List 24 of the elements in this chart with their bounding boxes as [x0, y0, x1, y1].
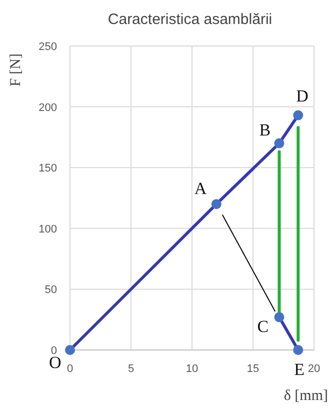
- annotation: D: [296, 86, 308, 106]
- x-tick-label: 20: [308, 363, 320, 375]
- x-tick-label: 15: [246, 363, 260, 375]
- annotation: A: [194, 179, 208, 198]
- x-axis-title: δ [mm]: [284, 388, 328, 404]
- x-tick-label: 0: [66, 363, 74, 375]
- annotation: E: [294, 360, 305, 379]
- annotation: C: [257, 317, 269, 336]
- y-tick-label: 150: [38, 162, 57, 175]
- y-tick-label: 50: [44, 284, 57, 296]
- y-tick-label: 100: [38, 223, 57, 236]
- x-tick-label: 5: [128, 363, 134, 375]
- point: [293, 345, 304, 355]
- x-tick-label: 10: [186, 363, 198, 375]
- y-axis-title: F [N]: [8, 54, 24, 86]
- annotation: B: [259, 120, 271, 140]
- chart-title: Caracteristica asamblării: [108, 11, 272, 28]
- point: [274, 138, 284, 148]
- point: [65, 345, 75, 355]
- y-tick-label: 250: [38, 41, 57, 53]
- point: [293, 110, 304, 120]
- point: [211, 199, 222, 210]
- y-tick-label: 200: [38, 102, 57, 114]
- point: [274, 312, 284, 322]
